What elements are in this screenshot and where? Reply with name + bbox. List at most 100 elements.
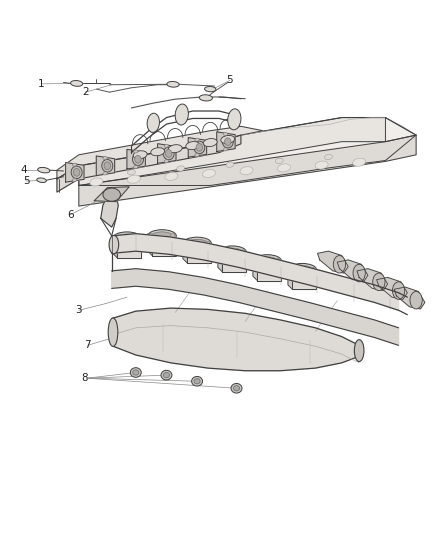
Polygon shape (148, 233, 152, 255)
Ellipse shape (333, 255, 346, 273)
Ellipse shape (72, 163, 77, 166)
Polygon shape (337, 260, 368, 282)
Ellipse shape (152, 232, 173, 240)
Ellipse shape (37, 178, 46, 182)
Polygon shape (217, 132, 235, 151)
Ellipse shape (206, 241, 210, 246)
Polygon shape (101, 192, 118, 227)
Polygon shape (137, 236, 141, 258)
Polygon shape (112, 233, 399, 310)
Ellipse shape (257, 257, 278, 265)
Ellipse shape (223, 132, 228, 135)
Polygon shape (218, 250, 223, 272)
Polygon shape (113, 236, 117, 258)
Polygon shape (117, 240, 141, 258)
Ellipse shape (222, 135, 233, 148)
Ellipse shape (74, 168, 80, 176)
Ellipse shape (38, 167, 50, 173)
Polygon shape (183, 241, 187, 263)
Ellipse shape (195, 154, 199, 157)
Ellipse shape (240, 167, 253, 175)
Ellipse shape (311, 268, 315, 272)
Ellipse shape (90, 178, 103, 186)
Polygon shape (158, 144, 176, 163)
Ellipse shape (199, 95, 212, 101)
Ellipse shape (187, 239, 208, 247)
Ellipse shape (127, 169, 135, 175)
Ellipse shape (168, 144, 182, 152)
Ellipse shape (104, 162, 110, 169)
Ellipse shape (132, 153, 144, 165)
Text: 4: 4 (21, 165, 28, 175)
Ellipse shape (184, 241, 188, 246)
Polygon shape (113, 308, 359, 371)
Ellipse shape (241, 250, 245, 254)
Text: 8: 8 (81, 373, 88, 383)
Ellipse shape (147, 113, 159, 132)
Ellipse shape (134, 165, 138, 168)
Text: 1: 1 (38, 79, 45, 89)
Ellipse shape (163, 147, 174, 160)
Ellipse shape (108, 318, 118, 346)
Ellipse shape (71, 80, 83, 86)
Ellipse shape (151, 148, 165, 156)
Ellipse shape (219, 250, 224, 254)
Ellipse shape (177, 166, 184, 171)
Polygon shape (277, 259, 281, 280)
Polygon shape (79, 118, 416, 185)
Polygon shape (79, 118, 385, 185)
Ellipse shape (203, 139, 217, 147)
Ellipse shape (218, 246, 246, 258)
Ellipse shape (170, 233, 175, 238)
Ellipse shape (292, 265, 312, 273)
Ellipse shape (183, 237, 212, 249)
Ellipse shape (134, 150, 138, 153)
Ellipse shape (223, 148, 228, 151)
Ellipse shape (392, 282, 405, 300)
Ellipse shape (165, 172, 178, 180)
Polygon shape (57, 135, 241, 192)
Ellipse shape (315, 161, 328, 169)
Polygon shape (242, 250, 246, 272)
Ellipse shape (148, 230, 176, 242)
Ellipse shape (133, 370, 139, 375)
Text: 7: 7 (84, 341, 91, 350)
Ellipse shape (353, 264, 365, 282)
Ellipse shape (186, 142, 200, 150)
Ellipse shape (254, 259, 258, 263)
Ellipse shape (72, 179, 77, 182)
Ellipse shape (325, 155, 332, 160)
Ellipse shape (109, 236, 119, 254)
Ellipse shape (131, 368, 141, 377)
Ellipse shape (196, 143, 202, 151)
Polygon shape (318, 251, 348, 273)
Polygon shape (79, 135, 416, 206)
Ellipse shape (410, 292, 422, 309)
Ellipse shape (222, 248, 243, 256)
Polygon shape (57, 126, 263, 179)
Ellipse shape (194, 141, 205, 154)
Ellipse shape (117, 234, 137, 242)
Text: 5: 5 (23, 176, 30, 186)
Ellipse shape (221, 135, 235, 143)
Polygon shape (394, 287, 425, 309)
Polygon shape (66, 163, 84, 182)
Ellipse shape (167, 82, 179, 87)
Polygon shape (312, 268, 316, 289)
Text: 6: 6 (67, 210, 74, 220)
Ellipse shape (166, 150, 172, 157)
Polygon shape (172, 233, 176, 255)
Ellipse shape (161, 370, 172, 380)
Text: 3: 3 (91, 154, 98, 164)
Ellipse shape (192, 376, 202, 386)
Ellipse shape (276, 158, 283, 164)
Polygon shape (94, 187, 129, 201)
Ellipse shape (103, 157, 107, 159)
Ellipse shape (103, 172, 107, 175)
Polygon shape (187, 246, 211, 263)
Ellipse shape (127, 175, 141, 183)
Ellipse shape (373, 273, 385, 290)
Ellipse shape (233, 386, 240, 391)
Ellipse shape (135, 155, 141, 163)
Text: 5: 5 (226, 75, 233, 85)
